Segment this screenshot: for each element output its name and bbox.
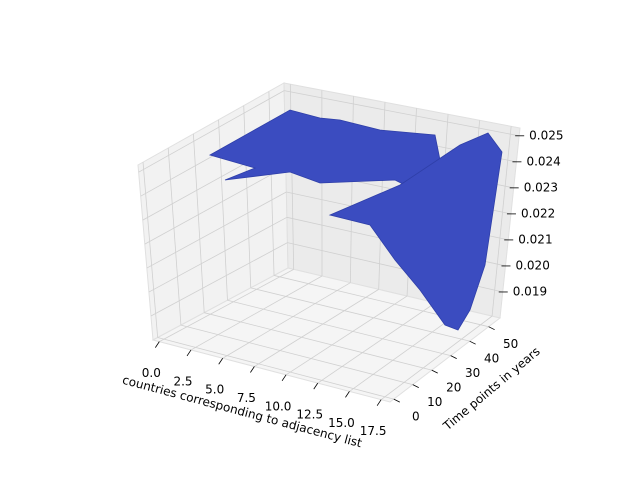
- y-tick-mark: [470, 341, 476, 344]
- y-tick-label: 40: [484, 352, 499, 366]
- x-tick-mark: [250, 367, 254, 373]
- x-tick-mark: [377, 400, 381, 406]
- x-tick-label: 7.5: [237, 391, 256, 405]
- x-tick-label: 15.0: [328, 416, 355, 430]
- y-tick-label: 30: [465, 366, 480, 380]
- z-tick-label: 0.021: [518, 232, 552, 246]
- x-tick-mark: [282, 375, 286, 381]
- z-tick-label: 0.023: [524, 180, 558, 194]
- x-tick-label: 5.0: [205, 383, 224, 397]
- x-tick-label: 0.0: [142, 366, 161, 380]
- y-tick-mark: [432, 370, 438, 373]
- y-tick-label: 50: [503, 337, 518, 351]
- y-tick-mark: [489, 327, 495, 330]
- x-tick-label: 17.5: [360, 424, 387, 438]
- y-tick-mark: [413, 385, 419, 388]
- x-tick-mark: [187, 350, 191, 356]
- z-tick-label: 0.020: [515, 258, 549, 272]
- y-tick-label: 20: [446, 381, 461, 395]
- x-tick-label: 10.0: [265, 399, 292, 413]
- x-tick-label: 12.5: [296, 408, 323, 422]
- y-tick-mark: [451, 356, 457, 359]
- z-tick-label: 0.025: [529, 128, 563, 142]
- x-tick-label: 2.5: [173, 374, 192, 388]
- y-tick-label: 10: [427, 395, 442, 409]
- z-tick-label: 0.024: [526, 154, 560, 168]
- z-tick-label: 0.019: [513, 284, 547, 298]
- z-tick-label: 0.022: [521, 206, 555, 220]
- y-tick-label: 0: [412, 410, 420, 424]
- y-tick-mark: [394, 399, 400, 402]
- x-tick-mark: [219, 358, 223, 364]
- x-tick-mark: [345, 391, 349, 397]
- x-tick-mark: [155, 342, 159, 348]
- x-tick-mark: [314, 383, 318, 389]
